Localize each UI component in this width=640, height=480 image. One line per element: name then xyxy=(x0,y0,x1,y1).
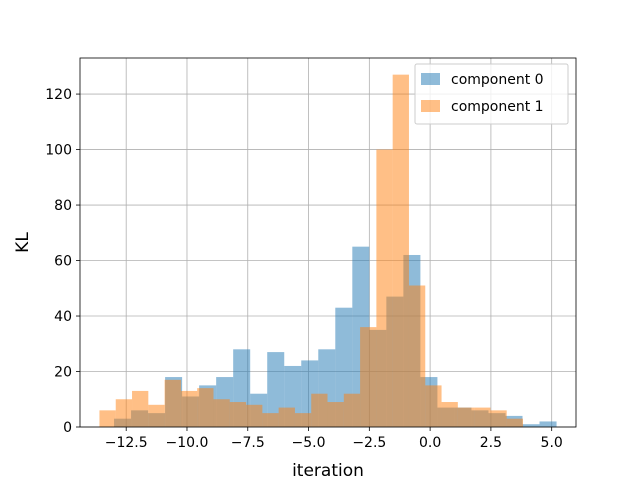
legend: component 0 component 1 xyxy=(414,63,569,125)
x-axis-label: iteration xyxy=(292,461,364,480)
bar-component-0 xyxy=(539,421,557,427)
y-tick-label: 60 xyxy=(54,254,72,270)
y-tick-label: 20 xyxy=(54,365,72,381)
plot-frame xyxy=(79,57,577,428)
bar-component-1 xyxy=(327,402,344,427)
legend-label-component-1: component 1 xyxy=(451,99,544,115)
bar-component-1 xyxy=(408,285,426,427)
bar-component-1 xyxy=(294,413,312,427)
x-tick-label: −12.5 xyxy=(105,435,148,451)
bar-component-0 xyxy=(522,424,540,427)
bar-component-1 xyxy=(474,407,491,427)
x-tick-label: 0.0 xyxy=(419,435,441,451)
y-tick-label: 40 xyxy=(54,309,72,325)
bar-component-1 xyxy=(457,407,475,427)
bar-component-1 xyxy=(392,74,409,428)
x-tick-label: −5.0 xyxy=(292,435,326,451)
bar-component-1 xyxy=(148,404,165,427)
legend-label-component-0: component 0 xyxy=(451,72,544,88)
bar-component-1 xyxy=(164,379,181,427)
y-tick-label: 0 xyxy=(63,420,72,436)
x-axis-ticks: −12.5 −10.0 −7.5 −5.0 −2.5 0.0 2.5 5.0 xyxy=(105,427,563,451)
bar-component-1 xyxy=(506,418,523,427)
bar-component-1 xyxy=(343,393,361,427)
bar-component-1 xyxy=(180,390,198,427)
bar-component-1 xyxy=(229,402,247,427)
bar-component-1 xyxy=(441,402,458,427)
bar-component-1 xyxy=(278,407,295,427)
bar-component-1 xyxy=(490,410,507,427)
x-tick-label: −10.0 xyxy=(166,435,209,451)
y-axis-label: KL xyxy=(13,232,33,253)
x-tick-label: 2.5 xyxy=(480,435,502,451)
y-axis-ticks: 0 20 40 60 80 100 120 xyxy=(45,87,80,436)
bar-component-1 xyxy=(376,149,393,427)
y-tick-label: 120 xyxy=(45,87,72,103)
x-tick-label: 5.0 xyxy=(541,435,563,451)
legend-swatch-component-0 xyxy=(421,73,440,85)
legend-swatch-component-1 xyxy=(421,100,440,112)
bar-component-1 xyxy=(246,404,263,427)
bar-component-1 xyxy=(425,385,442,427)
x-tick-label: −7.5 xyxy=(231,435,265,451)
bar-component-1 xyxy=(213,399,230,427)
bar-component-1 xyxy=(132,390,149,427)
bar-component-1 xyxy=(99,410,116,427)
bar-component-1 xyxy=(262,413,279,427)
bar-component-1 xyxy=(360,327,377,427)
bar-component-1 xyxy=(197,388,214,427)
bar-component-1 xyxy=(115,399,133,427)
y-tick-label: 100 xyxy=(45,143,72,159)
x-tick-label: −2.5 xyxy=(352,435,386,451)
legend-box xyxy=(414,63,569,125)
y-tick-label: 80 xyxy=(54,198,72,214)
histogram-bars xyxy=(99,74,557,428)
bar-component-1 xyxy=(311,393,328,427)
